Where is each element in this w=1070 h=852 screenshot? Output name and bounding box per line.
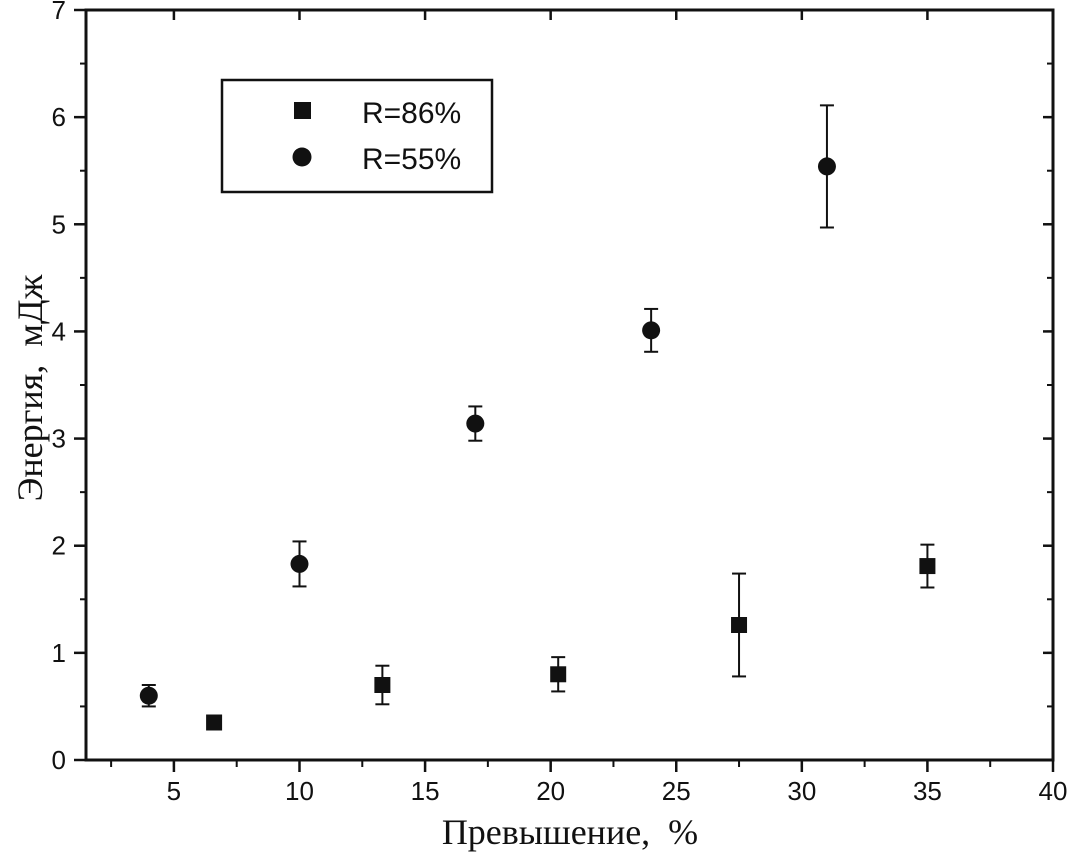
major-ticks [74, 8, 1055, 772]
x-tick-label: 5 [167, 776, 181, 806]
circle-marker [290, 554, 309, 573]
y-tick-label: 6 [52, 102, 66, 132]
y-tick-label: 1 [52, 638, 66, 668]
minor-ticks [80, 9, 1054, 767]
x-tick-label: 20 [536, 776, 565, 806]
legend-box [220, 78, 494, 194]
circle-marker [642, 321, 661, 340]
circle-marker [139, 686, 158, 705]
y-axis-title: Энергия, мДж [10, 273, 50, 501]
legend: R=86% R=55% [220, 78, 494, 194]
legend-label-r86: R=86% [362, 97, 461, 130]
tick-labels: 5 10 15 20 25 30 35 40 0 1 2 3 4 5 6 7 [52, 0, 1068, 806]
y-tick-label: 4 [52, 316, 66, 346]
circle-marker [466, 414, 485, 433]
y-tick-label: 5 [52, 209, 66, 239]
x-tick-label: 15 [411, 776, 440, 806]
square-marker [919, 558, 936, 575]
y-tick-label: 7 [52, 0, 66, 25]
error-bars [141, 104, 935, 730]
x-tick-label: 35 [913, 776, 942, 806]
legend-label-r55: R=55% [362, 143, 461, 176]
x-tick-label: 30 [787, 776, 816, 806]
legend-marker-r86 [294, 102, 311, 119]
x-tick-label: 40 [1039, 776, 1068, 806]
y-tick-label: 2 [52, 531, 66, 561]
square-marker [550, 666, 567, 683]
x-axis-title: Превышение, % [442, 812, 698, 852]
square-marker [731, 617, 748, 633]
x-tick-label: 10 [285, 776, 314, 806]
y-tick-label: 3 [52, 424, 66, 454]
data-markers [139, 157, 936, 731]
y-tick-label: 0 [52, 745, 66, 775]
x-tick-label: 25 [662, 776, 691, 806]
legend-marker-r55 [292, 147, 312, 167]
plot-frame [84, 8, 1055, 762]
square-marker [206, 714, 223, 731]
circle-marker [817, 157, 836, 176]
square-marker [374, 677, 391, 693]
